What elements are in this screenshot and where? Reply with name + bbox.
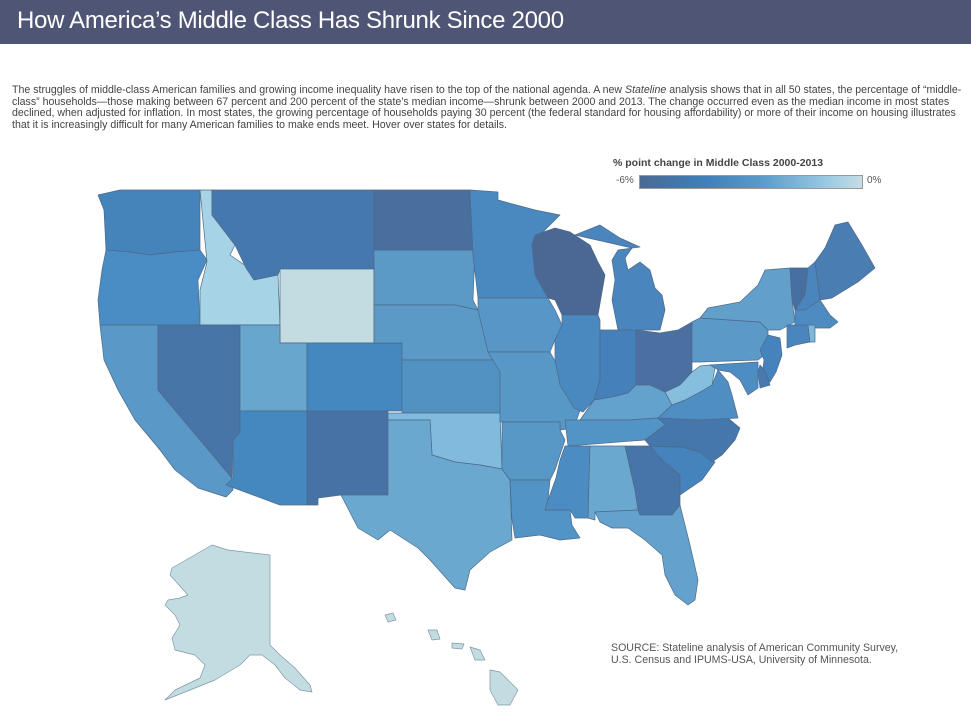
state-alaska[interactable]: Alaska — [164, 544, 313, 701]
state-indiana[interactable]: Indiana — [593, 329, 637, 401]
state-connecticut[interactable]: Connecticut — [786, 324, 811, 349]
legend-gradient-bar — [639, 175, 863, 189]
source-note: SOURCE: Stateline analysis of American C… — [611, 642, 899, 666]
state-hawaii[interactable]: Hawaii — [384, 612, 519, 706]
state-rhode-island[interactable]: Rhode Island — [807, 324, 816, 343]
state-wyoming[interactable]: Wyoming — [279, 268, 375, 344]
color-legend: % point change in Middle Class 2000-2013… — [613, 157, 893, 189]
legend-max-label: 0% — [867, 175, 882, 186]
state-north-dakota[interactable]: North Dakota — [373, 189, 476, 251]
intro-text-2: analysis shows that in all 50 states, th… — [12, 84, 962, 131]
state-new-jersey[interactable]: New Jersey — [759, 334, 783, 383]
state-florida[interactable]: Florida — [594, 504, 699, 606]
state-texas[interactable]: Texas — [340, 419, 513, 591]
state-maine[interactable]: Maine — [814, 221, 876, 301]
header-bar: How America’s Middle Class Has Shrunk Si… — [0, 0, 971, 44]
state-washington[interactable]: Washington — [97, 189, 201, 256]
page-title: How America’s Middle Class Has Shrunk Si… — [17, 7, 564, 34]
intro-text-1: The struggles of middle-class American f… — [12, 84, 626, 96]
state-illinois[interactable]: Illinois — [554, 314, 601, 413]
state-kansas[interactable]: Kansas — [401, 359, 501, 414]
legend-min-label: -6% — [616, 175, 634, 186]
state-arkansas[interactable]: Arkansas — [501, 421, 566, 481]
state-south-dakota[interactable]: South Dakota — [373, 249, 479, 311]
state-iowa[interactable]: Iowa — [477, 297, 563, 353]
legend-scale: -6% 0% — [613, 175, 893, 189]
legend-title: % point change in Middle Class 2000-2013 — [613, 157, 824, 169]
state-michigan[interactable]: Michigan — [574, 224, 666, 331]
state-new-mexico[interactable]: New Mexico — [306, 410, 389, 506]
state-pennsylvania[interactable]: Pennsylvania — [691, 317, 769, 363]
state-colorado[interactable]: Colorado — [306, 342, 403, 412]
state-oregon[interactable]: Oregon — [97, 249, 208, 326]
intro-stateline: Stateline — [625, 84, 667, 96]
intro-paragraph: The struggles of middle-class American f… — [12, 84, 962, 131]
state-maryland[interactable]: Maryland — [709, 361, 759, 396]
